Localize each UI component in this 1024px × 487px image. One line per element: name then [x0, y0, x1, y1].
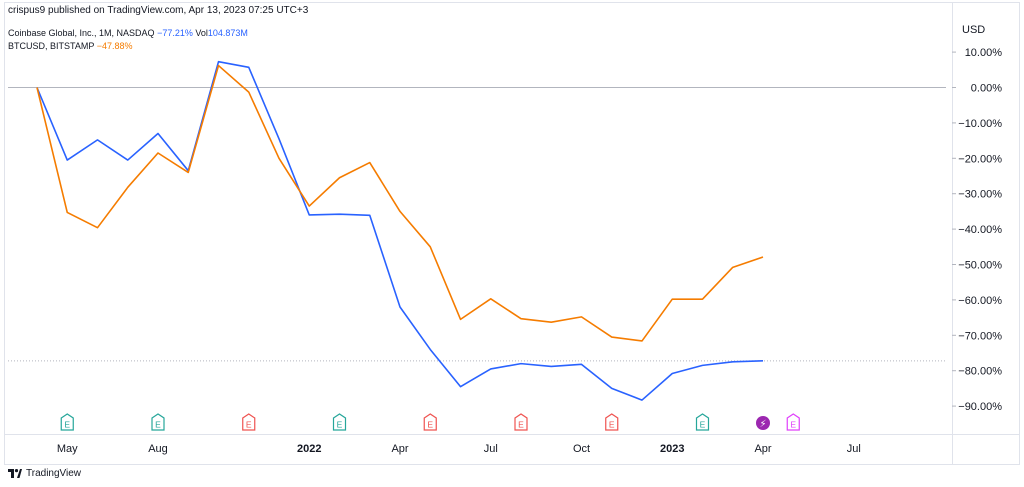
x-tick-label: Jul: [484, 443, 498, 455]
y-tick-label: 0.00%: [971, 83, 1002, 95]
x-tick-label: Apr: [391, 443, 408, 455]
tradingview-logo[interactable]: TradingView: [8, 468, 81, 479]
y-tick-label: −90.00%: [958, 401, 1002, 413]
x-tick-label: Aug: [148, 443, 168, 455]
legend-coinbase-change: −77.21%: [157, 28, 193, 38]
earnings-marker[interactable]: E: [151, 413, 165, 431]
dividend-marker[interactable]: ⚡: [756, 416, 770, 430]
legend-btcusd-change: −47.88%: [96, 41, 133, 51]
legend-btcusd-name: BTCUSD, BITSTAMP: [8, 41, 95, 51]
earnings-marker-label: E: [246, 420, 252, 430]
chart-grid: [5, 3, 1019, 464]
earnings-marker-label: E: [609, 420, 615, 430]
series-line-btcusd[interactable]: [36, 64, 764, 342]
y-tick-label: −70.00%: [958, 330, 1002, 342]
publisher-caption: crispus9 published on TradingView.com, A…: [8, 5, 309, 16]
series-line-coinbase[interactable]: [36, 60, 764, 401]
y-tick-label: 10.00%: [965, 47, 1003, 59]
earnings-marker[interactable]: E: [332, 413, 347, 431]
tradingview-logo-text: TradingView: [26, 468, 82, 479]
earnings-marker[interactable]: E: [605, 413, 619, 431]
dividend-marker-label: ⚡: [759, 419, 766, 430]
legend-coinbase-name: Coinbase Global, Inc., 1M, NASDAQ: [8, 28, 155, 38]
legend-coinbase[interactable]: Coinbase Global, Inc., 1M, NASDAQ −77.21…: [8, 28, 248, 38]
legend-coinbase-volume-label: Vol: [195, 28, 208, 38]
y-tick-label: −60.00%: [958, 295, 1002, 307]
earnings-marker[interactable]: E: [60, 413, 74, 431]
x-tick-label: 2022: [297, 443, 321, 455]
x-tick-label: Apr: [754, 443, 771, 455]
earnings-marker-label: E: [337, 420, 343, 430]
legend-coinbase-volume: 104.873M: [207, 28, 248, 38]
earnings-marker[interactable]: E: [514, 413, 528, 431]
earnings-marker-label: E: [64, 420, 70, 430]
earnings-marker[interactable]: E: [695, 413, 710, 431]
y-tick-label: −30.00%: [958, 189, 1002, 201]
chart-series: [36, 60, 764, 401]
tradingview-logo-icon: [8, 469, 22, 478]
legend-btcusd[interactable]: BTCUSD, BITSTAMP −47.88%: [8, 41, 132, 51]
x-axis: May Aug 2022 Apr Jul Oct 2023 Apr Jul: [57, 443, 861, 455]
y-tick-label: −10.00%: [958, 118, 1002, 130]
currency-label[interactable]: USD: [962, 24, 986, 36]
chart-frame: [4, 2, 1020, 465]
y-tick-label: −40.00%: [958, 224, 1002, 236]
x-tick-label: 2023: [660, 443, 684, 455]
y-tick-label: −80.00%: [958, 366, 1002, 378]
earnings-marker[interactable]: E: [423, 413, 437, 431]
event-markers: E E E E E E E E ⚡ E: [60, 413, 800, 431]
y-tick-label: −50.00%: [958, 260, 1002, 272]
earnings-marker[interactable]: E: [786, 413, 800, 431]
earnings-marker-label: E: [518, 420, 524, 430]
earnings-marker-label: E: [427, 420, 433, 430]
x-tick-label: Jul: [847, 443, 861, 455]
earnings-marker-label: E: [790, 420, 796, 430]
earnings-marker-label: E: [700, 420, 706, 430]
x-tick-label: May: [57, 443, 78, 455]
y-tick-label: −20.00%: [958, 153, 1002, 165]
earnings-marker[interactable]: E: [242, 413, 256, 431]
earnings-marker-label: E: [155, 420, 161, 430]
y-axis: 10.00% 0.00% −10.00% −20.00% −30.00% −40.00% −…: [952, 47, 1002, 413]
x-tick-label: Oct: [573, 443, 590, 455]
